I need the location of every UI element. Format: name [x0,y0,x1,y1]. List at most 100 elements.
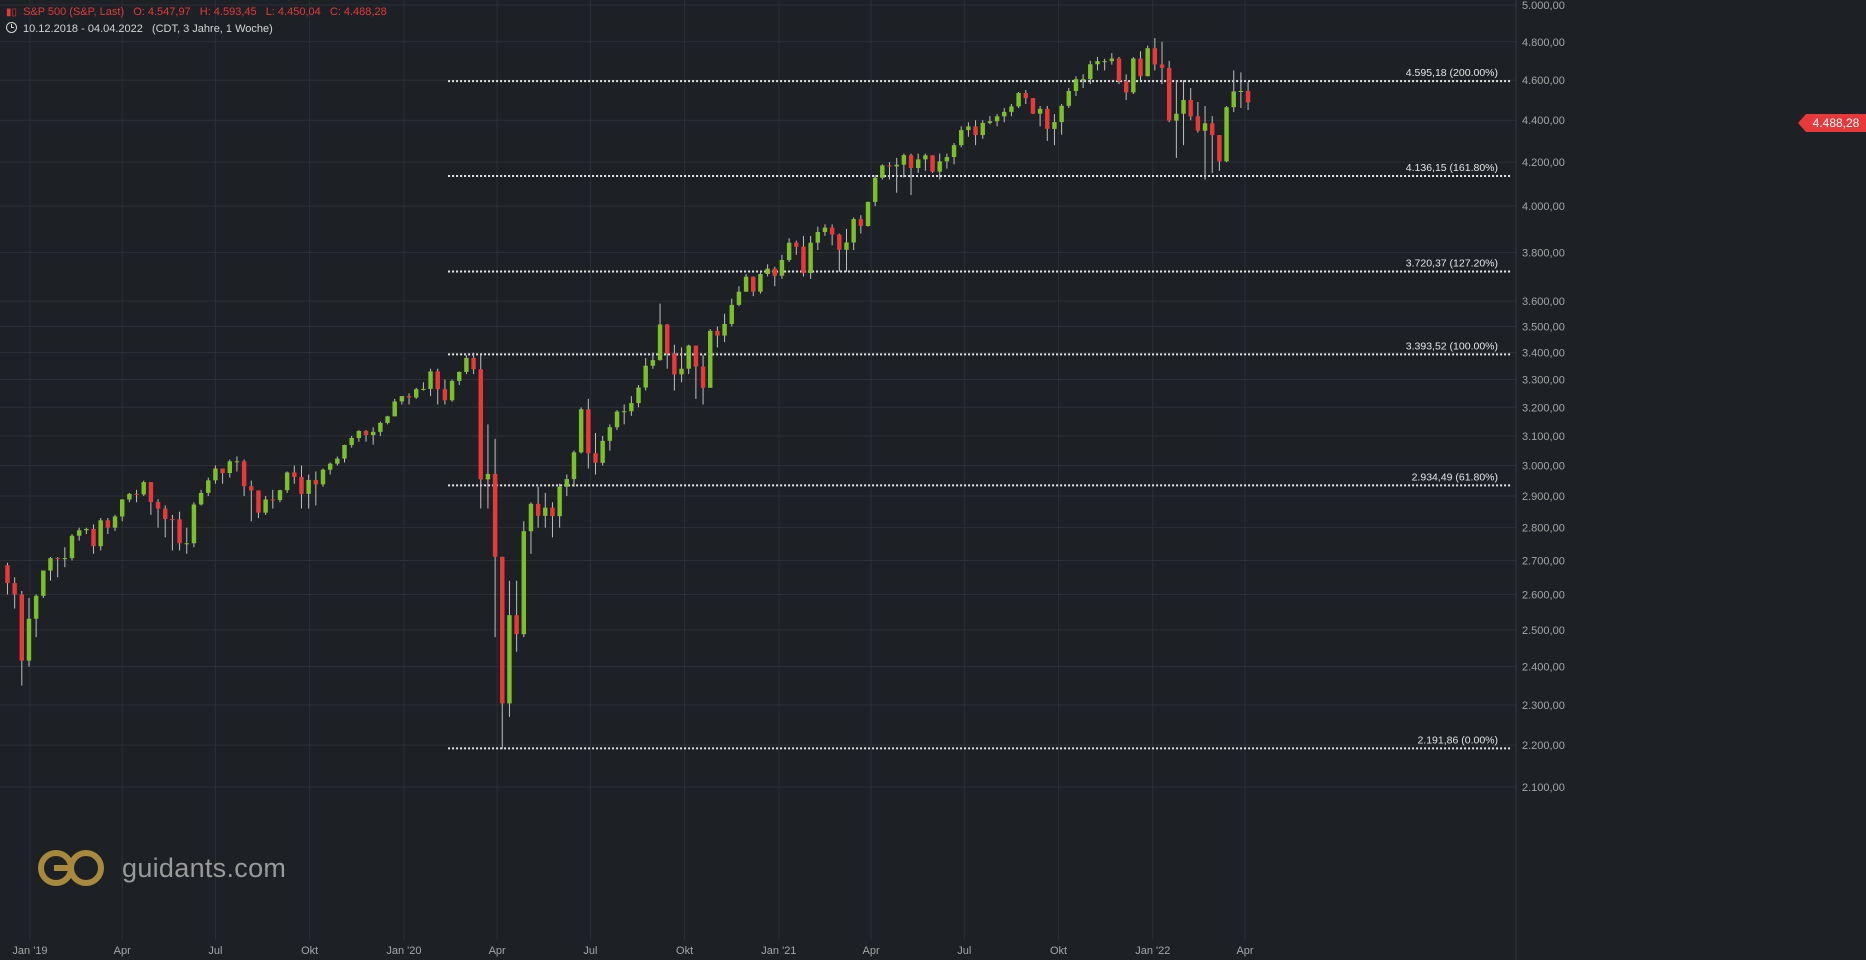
candle-body [385,416,390,423]
candle-body [1088,64,1093,80]
x-tick-label: Jul [957,945,971,957]
candle-body [923,155,928,160]
candle-body [528,503,534,532]
candle-body [313,480,319,485]
candle-body [636,387,641,404]
y-tick-label: 2.300,00 [1522,700,1565,712]
x-tick-label: Jan '19 [12,945,47,957]
candle-body [320,469,326,485]
candle-body [686,345,691,369]
candle-body [277,490,283,501]
x-tick-label: Apr [1236,945,1253,957]
x-tick-label: Apr [114,945,131,957]
candle-body [119,499,125,517]
candle-body [1109,58,1115,62]
candle-body [987,121,993,123]
candle-body [535,503,541,516]
ohlc-header: ▮▯ S&P 500 (S&P, Last) O: 4.547,97 H: 4.5… [6,6,393,18]
candle-body [743,276,749,292]
y-tick-label: 2.800,00 [1522,523,1565,535]
y-tick-label: 2.700,00 [1522,555,1565,567]
x-tick-label: Jan '21 [761,945,796,957]
candle-body [578,409,584,453]
y-tick-label: 3.300,00 [1522,375,1565,387]
candle-body [779,260,785,276]
candle-body [1037,108,1043,114]
candle-body [134,493,139,495]
candle-body [736,291,742,305]
range-header: 10.12.2018 - 04.04.2022 (CDT, 3 Jahre, 1… [6,22,279,35]
candle-body [421,388,426,390]
candle-body [1116,58,1122,82]
candle-body [256,490,261,513]
clock-icon [6,22,17,33]
low-value: L: 4.450,04 [265,6,321,18]
candle-body [930,155,935,172]
y-tick-label: 4.000,00 [1522,201,1565,213]
candle-body [915,159,921,168]
candle-body [672,353,677,375]
candle-body [378,422,383,432]
candle-body [98,520,103,547]
candle-body [356,430,362,438]
candle-body [1166,67,1172,121]
y-tick-label: 4.600,00 [1522,75,1565,87]
guidants-logo[interactable]: guidants.com [36,848,286,888]
candle-body [177,519,182,544]
candle-body [191,504,197,544]
candle-body [306,480,311,494]
high-value: H: 4.593,45 [199,6,257,18]
x-tick-label: Jan '20 [386,945,421,957]
x-tick-label: Apr [863,945,880,957]
x-tick-label: Okt [1050,945,1067,957]
candle-body [521,531,527,635]
candle-body [650,360,656,366]
candle-body [980,122,985,136]
guidants-logo-icon [38,850,104,886]
candle-body [241,461,247,487]
candle-body [1023,92,1028,99]
candle-body [163,508,168,520]
candle-body [994,116,1000,122]
y-tick-label: 2.200,00 [1522,740,1565,752]
candle-body [664,324,670,354]
candle-body [141,482,146,495]
candle-body [908,155,914,168]
candle-body [765,268,770,274]
candle-body [901,155,907,165]
y-tick-label: 3.000,00 [1522,460,1565,472]
x-tick-label: Okt [676,945,693,957]
candle-body [621,411,627,413]
candle-body [751,276,756,292]
candle-body [872,177,878,202]
candle-body [758,273,763,292]
candle-body [822,227,828,232]
candle-body [127,493,132,500]
candle-body [858,219,864,226]
candle-body [951,145,957,158]
candle-body [1152,48,1158,65]
candle-body [112,516,118,528]
candle-body [937,161,942,172]
candle-body [600,440,605,463]
x-tick-label: Jan '22 [1135,945,1170,957]
y-tick-label: 3.800,00 [1522,247,1565,259]
y-tick-label: 2.600,00 [1522,589,1565,601]
candle-body [1009,106,1014,112]
instrument-name[interactable]: S&P 500 (S&P, Last) [23,6,125,18]
candle-body [1016,92,1021,107]
chart-settings[interactable]: (CDT, 3 Jahre, 1 Woche) [151,23,273,35]
candle-body [471,357,476,370]
candle-body [464,357,469,372]
candle-body [880,165,885,178]
candle-body [406,396,412,398]
candle-body [1181,99,1186,114]
candle-body [629,403,634,412]
candle-body [55,558,60,560]
candle-body [442,389,448,401]
y-tick-label: 4.200,00 [1522,157,1565,169]
candle-body [349,437,354,445]
y-tick-label: 4.400,00 [1522,115,1565,127]
candlestick-icon: ▮▯ [6,7,18,18]
